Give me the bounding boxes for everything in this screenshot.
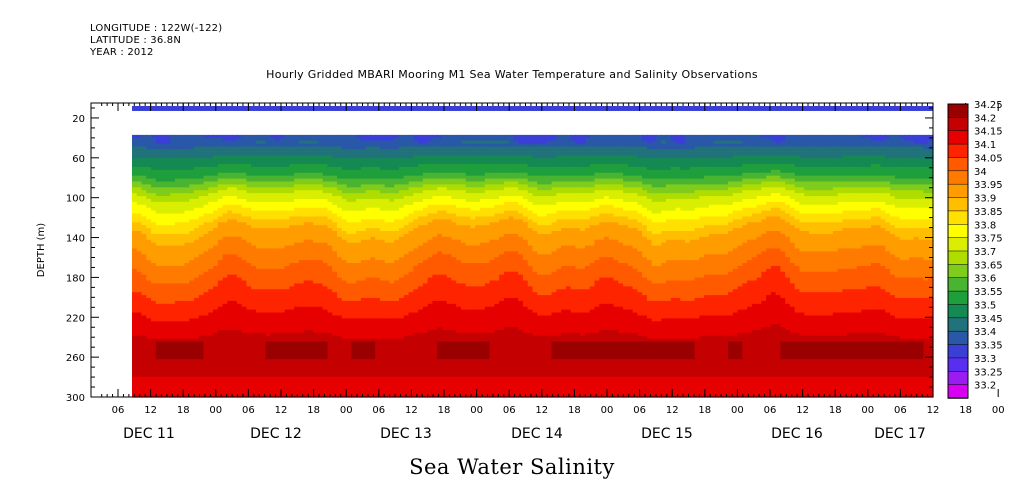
colorbar-label: 33.75	[974, 234, 1003, 245]
x-tick-label: 18	[307, 405, 320, 416]
colorbar-label: 33.25	[974, 367, 1003, 378]
x-tick-label: 12	[927, 405, 940, 416]
x-tick-label: 06	[503, 405, 516, 416]
x-tick-label: 18	[698, 405, 711, 416]
x-day-label: DEC 15	[641, 426, 693, 442]
colorbar-swatch	[947, 384, 969, 399]
x-tick-label: 18	[438, 405, 451, 416]
year-label: YEAR : 2012	[90, 47, 154, 58]
colorbar-label: 33.2	[974, 381, 996, 392]
y-tick-label: 260	[66, 353, 85, 364]
colorbar-label: 33.7	[974, 247, 996, 258]
plot-frame	[90, 102, 934, 398]
colorbar-swatch	[947, 157, 969, 172]
variable-title: Sea Water Salinity	[409, 455, 615, 479]
x-tick-label: 00	[209, 405, 222, 416]
colorbar-frame	[947, 103, 969, 399]
x-tick-label: 06	[372, 405, 385, 416]
colorbar-swatch	[947, 317, 969, 332]
colorbar-label: 33.95	[974, 180, 1003, 191]
colorbar-swatch	[947, 290, 969, 306]
colorbar-label: 33.45	[974, 314, 1003, 325]
x-tick-label: 12	[796, 405, 809, 416]
colorbar-label: 34.05	[974, 153, 1003, 164]
colorbar-swatch	[947, 330, 969, 346]
colorbar-swatch	[947, 143, 969, 159]
colorbar-label: 33.4	[974, 327, 996, 338]
colorbar-swatch	[947, 264, 969, 279]
chart-title: Hourly Gridded MBARI Mooring M1 Sea Wate…	[266, 68, 758, 81]
colorbar-swatch	[947, 103, 969, 119]
x-day-label: DEC 11	[123, 426, 175, 442]
heatmap-field	[132, 134, 934, 398]
y-tick-label: 140	[66, 234, 85, 245]
colorbar-label: 34.1	[974, 140, 996, 151]
y-axis-label: DEPTH (m)	[36, 223, 47, 277]
colorbar-swatch	[947, 183, 969, 199]
colorbar-swatch	[947, 210, 969, 226]
longitude-label: LONGITUDE : 122W(-122)	[90, 23, 223, 34]
x-tick-label: 12	[535, 405, 548, 416]
colorbar-label: 34	[974, 167, 987, 178]
y-tick-label: 300	[66, 393, 85, 404]
x-tick-label: 12	[144, 405, 157, 416]
x-tick-label: 00	[601, 405, 614, 416]
x-tick-label: 06	[764, 405, 777, 416]
colorbar-swatch	[947, 237, 969, 252]
y-tick-label: 220	[66, 313, 85, 324]
x-tick-label: 00	[731, 405, 744, 416]
colorbar-label: 34.15	[974, 127, 1003, 138]
x-day-label: DEC 13	[380, 426, 432, 442]
y-tick-label: 180	[66, 273, 85, 284]
x-tick-label: 12	[405, 405, 418, 416]
x-tick-label: 18	[959, 405, 972, 416]
colorbar-label: 33.85	[974, 207, 1003, 218]
x-day-label: DEC 17	[874, 426, 926, 442]
x-tick-label: 00	[861, 405, 874, 416]
colorbar-swatch	[947, 371, 969, 386]
x-tick-label: 00	[992, 405, 1005, 416]
colorbar-swatch	[947, 170, 969, 185]
x-tick-label: 12	[275, 405, 288, 416]
latitude-label: LATITUDE : 36.8N	[90, 35, 182, 46]
colorbar-swatch	[947, 250, 969, 266]
colorbar-label: 33.8	[974, 220, 996, 231]
colorbar-swatch	[947, 344, 969, 359]
colorbar-swatch	[947, 304, 969, 319]
x-tick-label: 00	[340, 405, 353, 416]
colorbar-label: 34.25	[974, 100, 1003, 111]
colorbar-label: 33.6	[974, 274, 996, 285]
colorbar-label: 33.9	[974, 194, 996, 205]
colorbar-label: 33.55	[974, 287, 1003, 298]
x-day-label: DEC 16	[771, 426, 823, 442]
x-tick-label: 12	[666, 405, 679, 416]
colorbar-swatch	[947, 197, 969, 212]
surface-data-band	[132, 105, 933, 111]
colorbar-label: 34.2	[974, 113, 996, 124]
x-tick-label: 06	[633, 405, 646, 416]
x-day-label: DEC 14	[511, 426, 563, 442]
colorbar-swatch	[947, 224, 969, 239]
colorbar-swatch	[947, 277, 969, 292]
y-tick-label: 100	[66, 194, 85, 205]
colorbar-label: 33.35	[974, 341, 1003, 352]
x-tick-label: 18	[177, 405, 190, 416]
metadata-block: LONGITUDE : 122W(-122) LATITUDE : 36.8N …	[90, 23, 222, 59]
x-day-label: DEC 12	[250, 426, 302, 442]
y-tick-label: 20	[72, 114, 85, 125]
x-tick-label: 18	[829, 405, 842, 416]
x-tick-label: 06	[894, 405, 907, 416]
colorbar-label: 33.3	[974, 354, 996, 365]
colorbar-swatch	[947, 130, 969, 145]
x-tick-label: 06	[112, 405, 125, 416]
colorbar-label: 33.5	[974, 300, 996, 311]
colorbar-swatch	[947, 357, 969, 373]
x-tick-label: 18	[568, 405, 581, 416]
colorbar-swatch	[947, 117, 969, 132]
colorbar-label: 33.65	[974, 260, 1003, 271]
x-tick-label: 00	[470, 405, 483, 416]
x-tick-label: 06	[242, 405, 255, 416]
y-tick-label: 60	[72, 154, 85, 165]
